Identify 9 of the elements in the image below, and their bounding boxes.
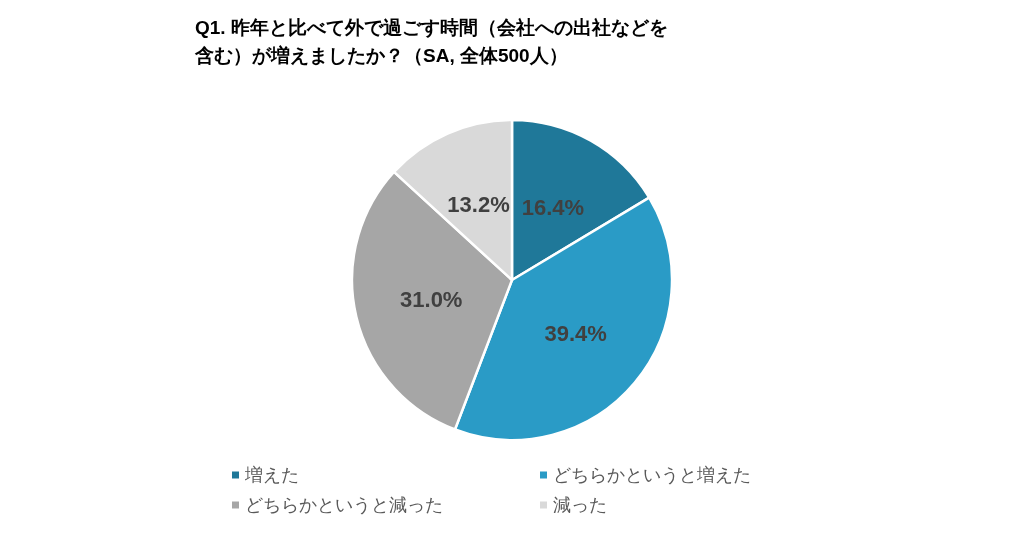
legend-label: どちらかというと増えた [553,465,751,485]
data-label: 31.0% [400,286,463,312]
legend-label: 増えた [244,465,299,485]
legend-label: 減った [553,495,607,515]
chart-title: Q1. 昨年と比べて外で過ごす時間（会社への出社などを含む）が増えましたか？（SA, 全体500人） [194,16,668,66]
data-label: 16.4% [521,195,585,221]
data-label: 13.2% [447,191,510,217]
legend-label: どちらかというと減った [245,495,443,515]
data-label: 39.4% [544,320,607,346]
